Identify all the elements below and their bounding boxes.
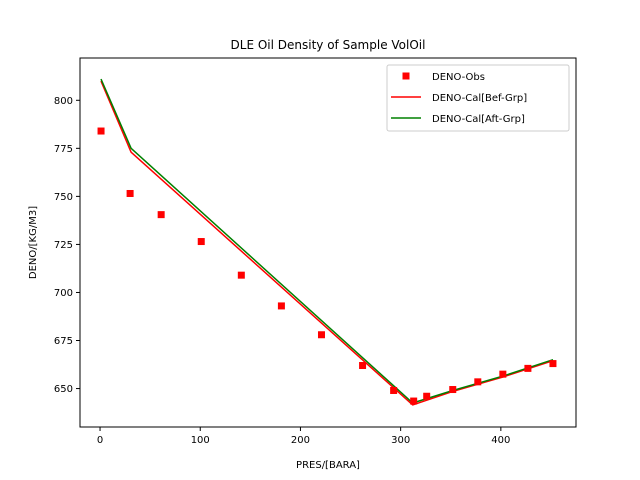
- obs-point: [524, 364, 532, 372]
- y-axis-label: DENO/[KG/M3]: [28, 206, 39, 279]
- plot-content: [97, 78, 557, 406]
- obs-point: [97, 127, 105, 135]
- obs-point: [237, 271, 245, 279]
- x-axis-ticks: 0 100 200 300 400: [97, 427, 510, 446]
- obs-point: [449, 386, 457, 394]
- obs-point: [126, 189, 134, 197]
- legend: DENO-Obs DENO-Cal[Bef-Grp] DENO-Cal[Aft-…: [386, 64, 570, 132]
- obs-point: [390, 386, 398, 394]
- obs-point: [499, 370, 507, 378]
- legend-marker-deno-obs: [402, 72, 410, 80]
- x-axis-label: PRES/[BARA]: [296, 460, 360, 471]
- series-line-2: [100, 78, 554, 404]
- obs-point: [474, 378, 482, 386]
- y-tick-label: 725: [54, 240, 73, 251]
- obs-point: [549, 360, 557, 368]
- y-tick-label: 750: [54, 192, 73, 203]
- legend-box: [386, 64, 570, 132]
- chart-title: DLE Oil Density of Sample VolOil: [231, 38, 426, 52]
- obs-point: [359, 362, 367, 369]
- obs-point: [423, 392, 431, 400]
- obs-point: [410, 397, 418, 405]
- axes-frame: [79, 57, 577, 428]
- y-tick-label: 675: [54, 336, 73, 347]
- obs-point: [277, 302, 285, 310]
- y-axis-ticks: 650 675 700 725 750 775 800: [54, 96, 80, 395]
- y-tick-label: 700: [54, 288, 73, 299]
- x-tick-label: 200: [291, 435, 310, 446]
- x-tick-label: 100: [191, 435, 210, 446]
- obs-point: [317, 331, 325, 339]
- obs-point: [197, 238, 205, 246]
- y-tick-label: 800: [54, 96, 73, 107]
- x-tick-label: 300: [391, 435, 410, 446]
- x-tick-label: 0: [97, 435, 103, 446]
- y-tick-label: 650: [54, 384, 73, 395]
- y-tick-label: 775: [54, 144, 73, 155]
- legend-label-bef-grp: DENO-Cal[Bef-Grp]: [432, 93, 527, 104]
- obs-point: [157, 211, 165, 219]
- legend-label-aft-grp: DENO-Cal[Aft-Grp]: [432, 114, 525, 125]
- series-line-1: [100, 80, 554, 406]
- legend-label-deno-obs: DENO-Obs: [432, 72, 485, 83]
- x-tick-label: 400: [491, 435, 510, 446]
